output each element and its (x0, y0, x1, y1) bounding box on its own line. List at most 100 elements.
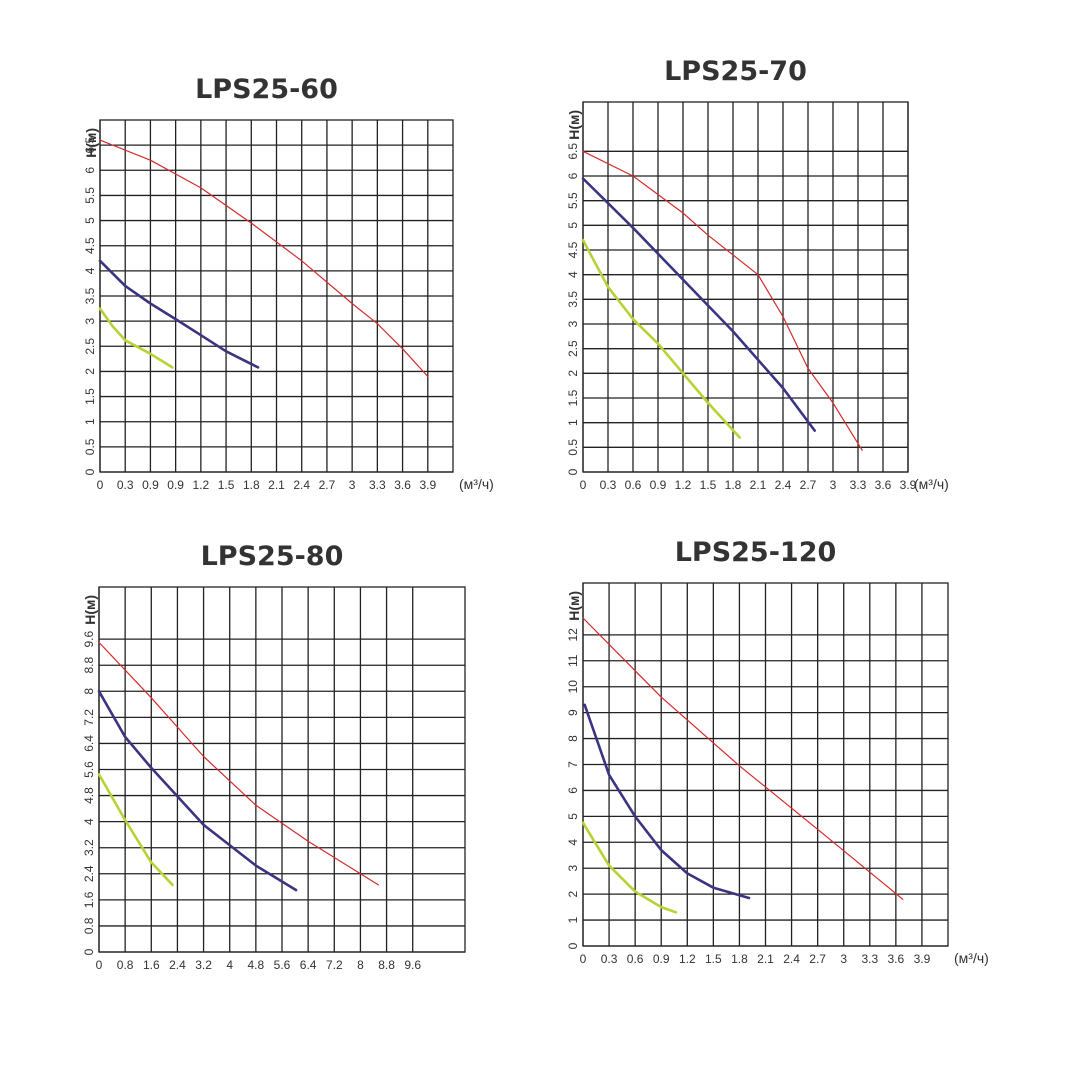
y-tick-label: 2 (83, 368, 97, 375)
x-axis-label: (м³/ч) (459, 476, 494, 492)
x-tick-label: 3.9 (419, 478, 436, 492)
x-tick-label: 1.8 (731, 952, 748, 966)
x-tick-label: 2.1 (750, 478, 767, 492)
y-tick-label: 3 (566, 865, 580, 872)
x-tick-label: 2.7 (809, 952, 826, 966)
y-axis-label: H(м) (83, 128, 99, 158)
x-tick-label: 1.5 (700, 478, 717, 492)
x-tick-label: 1.5 (218, 478, 235, 492)
x-tick-label: 0 (580, 478, 587, 492)
y-axis-label: H(м) (566, 591, 582, 621)
x-tick-label: 5.6 (274, 958, 291, 972)
y-tick-label: 8 (566, 735, 580, 742)
curve (98, 641, 379, 886)
x-tick-label: 0.3 (601, 952, 618, 966)
x-axis-label: (м³/ч) (954, 950, 989, 966)
x-tick-label: 0.9 (650, 478, 667, 492)
x-tick-label: 0.9 (167, 478, 184, 492)
x-tick-label: 2.4 (169, 958, 186, 972)
y-tick-label: 6.5 (83, 136, 97, 153)
x-tick-label: 0.3 (600, 478, 617, 492)
y-tick-label: 0 (83, 468, 97, 475)
x-tick-label: 2.4 (783, 952, 800, 966)
x-tick-label: 3.6 (888, 952, 905, 966)
y-tick-label: 10 (566, 680, 580, 694)
y-tick-label: 2 (566, 370, 580, 377)
x-tick-label: 0.9 (653, 952, 670, 966)
y-tick-label: 1.6 (82, 891, 96, 908)
y-tick-label: 3.5 (566, 291, 580, 308)
y-tick-label: 6.5 (566, 143, 580, 160)
y-tick-label: 4 (566, 839, 580, 846)
x-axis-label: (м³/ч) (914, 476, 949, 492)
curve (97, 773, 174, 887)
y-tick-label: 2 (566, 890, 580, 897)
y-tick-label: 4 (83, 267, 97, 274)
x-tick-label: 1.8 (725, 478, 742, 492)
y-tick-label: 3.5 (83, 287, 97, 304)
curve (581, 821, 678, 914)
x-tick-label: 1.2 (675, 478, 692, 492)
x-tick-label: 4.8 (248, 958, 265, 972)
y-tick-label: 5 (566, 813, 580, 820)
x-tick-label: 3.6 (394, 478, 411, 492)
x-tick-label: 3.9 (900, 478, 917, 492)
curve (99, 139, 429, 378)
y-tick-label: 1 (566, 916, 580, 923)
y-tick-label: 4.8 (82, 787, 96, 804)
y-tick-label: 2.4 (82, 865, 96, 882)
x-tick-label: 1.2 (193, 478, 210, 492)
y-tick-label: 0.5 (83, 438, 97, 455)
x-tick-label: 3 (349, 478, 356, 492)
x-tick-label: 2.1 (268, 478, 285, 492)
y-tick-label: 2.5 (83, 338, 97, 355)
x-tick-label: 3.3 (369, 478, 386, 492)
y-tick-label: 0.8 (82, 917, 96, 934)
x-tick-label: 1.8 (243, 478, 260, 492)
y-tick-label: 11 (566, 654, 580, 667)
x-tick-label: 0.6 (625, 478, 642, 492)
x-tick-label: 2.1 (757, 952, 774, 966)
y-tick-label: 5.5 (566, 192, 580, 209)
x-tick-label: 3 (830, 478, 837, 492)
x-tick-label: 0.9 (142, 478, 159, 492)
y-tick-label: 8.8 (82, 657, 96, 674)
x-tick-label: 4 (226, 958, 233, 972)
x-tick-label: 9.6 (404, 958, 421, 972)
curve (98, 307, 174, 369)
x-tick-label: 1.5 (705, 952, 722, 966)
x-tick-label: 1.2 (679, 952, 696, 966)
x-tick-label: 7.2 (326, 958, 343, 972)
y-axis-label: H(м) (566, 110, 582, 140)
x-tick-label: 3.2 (195, 958, 212, 972)
chart-title: LPS25-60 (195, 74, 338, 105)
curve (582, 150, 863, 451)
curve (98, 259, 260, 369)
x-tick-label: 0 (97, 478, 104, 492)
y-tick-label: 4.5 (566, 241, 580, 258)
y-tick-label: 5 (566, 222, 580, 229)
y-tick-label: 7 (566, 761, 580, 768)
x-tick-label: 1.6 (143, 958, 160, 972)
y-axis-label: H(м) (82, 595, 98, 625)
x-tick-label: 0.3 (117, 478, 134, 492)
x-tick-label: 8 (357, 958, 364, 972)
x-tick-label: 2.7 (800, 478, 817, 492)
x-tick-label: 2.7 (319, 478, 336, 492)
y-tick-label: 1 (566, 419, 580, 426)
y-tick-label: 5.5 (83, 187, 97, 204)
x-tick-label: 8.8 (378, 958, 395, 972)
y-tick-label: 1.5 (83, 388, 97, 405)
y-tick-label: 6 (83, 167, 97, 174)
x-tick-label: 0.8 (117, 958, 134, 972)
y-tick-label: 0 (566, 468, 580, 475)
y-tick-label: 4 (566, 271, 580, 278)
x-tick-label: 0.6 (627, 952, 644, 966)
chart-title: LPS25-80 (201, 541, 344, 572)
y-tick-label: 5.6 (82, 761, 96, 778)
curve (581, 238, 741, 439)
x-tick-label: 3.9 (914, 952, 931, 966)
y-tick-label: 5 (83, 217, 97, 224)
y-tick-label: 6.4 (82, 735, 96, 752)
